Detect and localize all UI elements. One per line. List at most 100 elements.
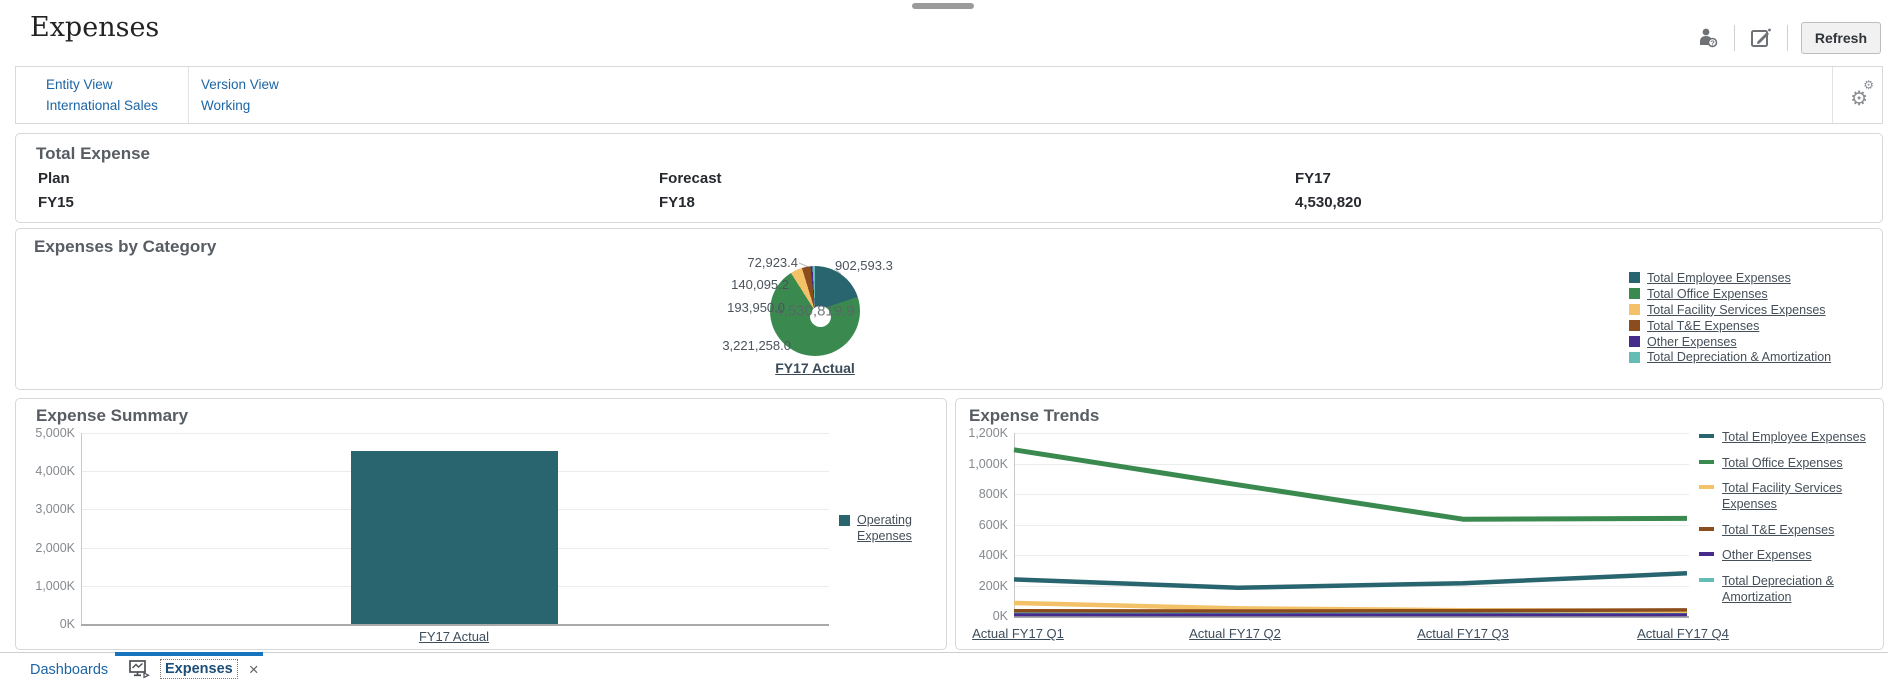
legend-swatch	[1629, 304, 1640, 316]
pie-legend-label[interactable]: Total Office Expenses	[1647, 286, 1768, 301]
expenses-by-category-panel: Expenses by Category 4,530,819.9 902,593…	[15, 228, 1883, 390]
pov-entity-cell: Entity View International Sales	[46, 67, 158, 123]
pov-version-dimension[interactable]: Version View	[201, 77, 279, 92]
x-axis-category-label[interactable]: Actual FY17 Q1	[972, 626, 1064, 641]
header-divider	[1733, 25, 1735, 51]
expenses-by-category-title: Expenses by Category	[34, 237, 217, 256]
x-axis-category-label[interactable]: Actual FY17 Q3	[1417, 626, 1509, 641]
trends-legend-item[interactable]: Other Expenses	[1699, 547, 1874, 563]
collapse-handle[interactable]	[912, 3, 974, 9]
pie-legend-item[interactable]: Total Facility Services Expenses	[1629, 302, 1831, 318]
bar-legend-item[interactable]: Operating Expenses	[839, 513, 927, 544]
trends-legend-label[interactable]: Total Employee Expenses	[1722, 430, 1866, 444]
expense-summary-panel: Expense Summary 5,000K 4,000K 3,000K 2,000K…	[15, 398, 947, 650]
legend-swatch	[1629, 272, 1640, 284]
pov-entity-dimension[interactable]: Entity View	[46, 77, 113, 92]
pie-slice-value-label: 72,923.4	[747, 255, 798, 270]
pie-legend-label[interactable]: Total T&E Expenses	[1647, 318, 1760, 333]
trends-legend-label[interactable]: Total Office Expenses	[1722, 455, 1843, 470]
pie-slice-value-label: 902,593.3	[835, 258, 893, 273]
refresh-button[interactable]: Refresh	[1800, 22, 1881, 54]
pie-legend-item[interactable]: Total T&E Expenses	[1629, 318, 1831, 334]
trends-legend-label[interactable]: Total Facility Services Expenses	[1722, 481, 1843, 511]
trends-legend-item[interactable]: Total Office Expenses	[1699, 455, 1874, 471]
total-expense-panel: Total Expense Plan FY15 Forecast FY18 FY17 4,…	[15, 133, 1883, 223]
pie-slice-value-label: 3,221,258.0	[722, 338, 791, 353]
y-axis-tick-label: 4,000K	[35, 464, 75, 479]
pie-legend-label[interactable]: Total Employee Expenses	[1647, 270, 1791, 285]
legend-swatch	[839, 515, 850, 526]
total-expense-col-label: FY17	[1295, 170, 1331, 187]
gridline	[1014, 585, 1689, 587]
y-axis-tick-label: 800K	[978, 487, 1008, 501]
pie-leader-lines	[785, 262, 842, 353]
pov-bar: Entity View International Sales Version …	[15, 66, 1883, 124]
close-tab-icon[interactable]: ×	[248, 659, 259, 679]
y-axis-tick-label: 400K	[978, 548, 1008, 562]
y-axis-tick-label: 5,000K	[35, 426, 75, 440]
pov-version-cell: Version View Working	[201, 67, 279, 123]
pie-legend-item[interactable]: Total Depreciation & Amortization	[1629, 349, 1831, 365]
gridline	[1014, 555, 1689, 556]
y-axis-tick-label: 1,200K	[968, 426, 1008, 440]
legend-line-swatch	[1699, 459, 1714, 464]
active-tab-indicator	[115, 652, 263, 656]
x-axis-line	[81, 624, 829, 626]
pie-legend-label[interactable]: Other Expenses	[1647, 334, 1737, 349]
y-axis-line	[81, 433, 82, 624]
trends-legend-label[interactable]: Total Depreciation & Amortization	[1722, 573, 1834, 604]
pie-legend-item[interactable]: Other Expenses	[1629, 334, 1831, 350]
edit-pencil-icon	[1750, 28, 1771, 47]
total-expense-col-label: Forecast	[659, 170, 722, 187]
pov-version-member[interactable]: Working	[201, 98, 251, 113]
pie-slice-value-label: 193,950.0	[727, 300, 785, 315]
legend-line-swatch	[1699, 552, 1714, 556]
legend-swatch	[1629, 336, 1640, 347]
legend-swatch	[1629, 351, 1640, 363]
legend-line-swatch	[1699, 434, 1714, 438]
edit-dashboard-icon[interactable]	[1748, 25, 1774, 51]
y-axis-tick-label: 1,000K	[968, 456, 1008, 471]
y-axis-tick-label: 3,000K	[35, 502, 75, 517]
pie-legend-label[interactable]: Total Facility Services Expenses	[1647, 302, 1826, 317]
pie-slice-value-label: 140,095.2	[731, 277, 789, 292]
gridline	[1014, 524, 1689, 526]
pie-axis-label[interactable]: FY17 Actual	[775, 360, 855, 376]
tab-expenses[interactable]: Expenses ×	[128, 658, 261, 680]
expense-trends-panel: Expense Trends 1,200K 1,000K 800K 600K 400K 2…	[955, 398, 1884, 650]
trends-legend-item[interactable]: Total T&E Expenses	[1699, 522, 1874, 538]
trends-legend-item[interactable]: Total Employee Expenses	[1699, 429, 1874, 445]
trends-legend-label[interactable]: Other Expenses	[1722, 548, 1812, 562]
pov-settings-button[interactable]: ⚙ ⚙	[1832, 67, 1882, 123]
total-expense-col-value: 4,530,820	[1295, 194, 1362, 211]
pie-legend-item[interactable]: Total Employee Expenses	[1629, 270, 1831, 286]
total-expense-title: Total Expense	[36, 144, 150, 163]
trends-legend-item[interactable]: Total Facility Services Expenses	[1699, 480, 1874, 512]
trends-legend-label[interactable]: Total T&E Expenses	[1722, 522, 1835, 537]
bar-fy17-actual[interactable]	[351, 451, 558, 624]
y-axis-tick-label: 0K	[992, 609, 1008, 623]
trends-legend-item[interactable]: Total Depreciation & Amortization	[1699, 573, 1874, 605]
gridline	[1014, 494, 1689, 495]
total-expense-col-label: Plan	[38, 170, 70, 187]
gear-icon: ⚙	[1850, 88, 1868, 110]
expense-summary-title: Expense Summary	[36, 406, 189, 425]
user-assistance-icon[interactable]: ?	[1695, 25, 1721, 51]
pie-center-total: 4,530,819.9	[775, 302, 855, 320]
pie-legend-item[interactable]: Total Office Expenses	[1629, 286, 1831, 302]
dashboards-link[interactable]: Dashboards	[30, 662, 109, 678]
y-axis-tick-label: 600K	[978, 517, 1008, 532]
x-axis-category-label[interactable]: Actual FY17 Q2	[1189, 626, 1281, 641]
pie-legend-label[interactable]: Total Depreciation & Amortization	[1647, 350, 1832, 365]
tab-expenses-label[interactable]: Expenses	[160, 659, 238, 679]
header-divider	[1786, 25, 1788, 51]
legend-swatch	[1629, 320, 1640, 332]
x-axis-category-label[interactable]: Actual FY17 Q4	[1637, 626, 1729, 641]
trends-legend: Total Employee Expenses Total Office Expe…	[1699, 429, 1874, 605]
bar-legend-label[interactable]: Operating Expenses	[857, 513, 912, 543]
gear-small-icon: ⚙	[1863, 78, 1874, 92]
pov-entity-member[interactable]: International Sales	[46, 98, 158, 113]
x-axis-line	[1014, 616, 1689, 618]
y-axis-tick-label: 200K	[978, 578, 1008, 593]
x-axis-category-label[interactable]: FY17 Actual	[418, 629, 490, 644]
